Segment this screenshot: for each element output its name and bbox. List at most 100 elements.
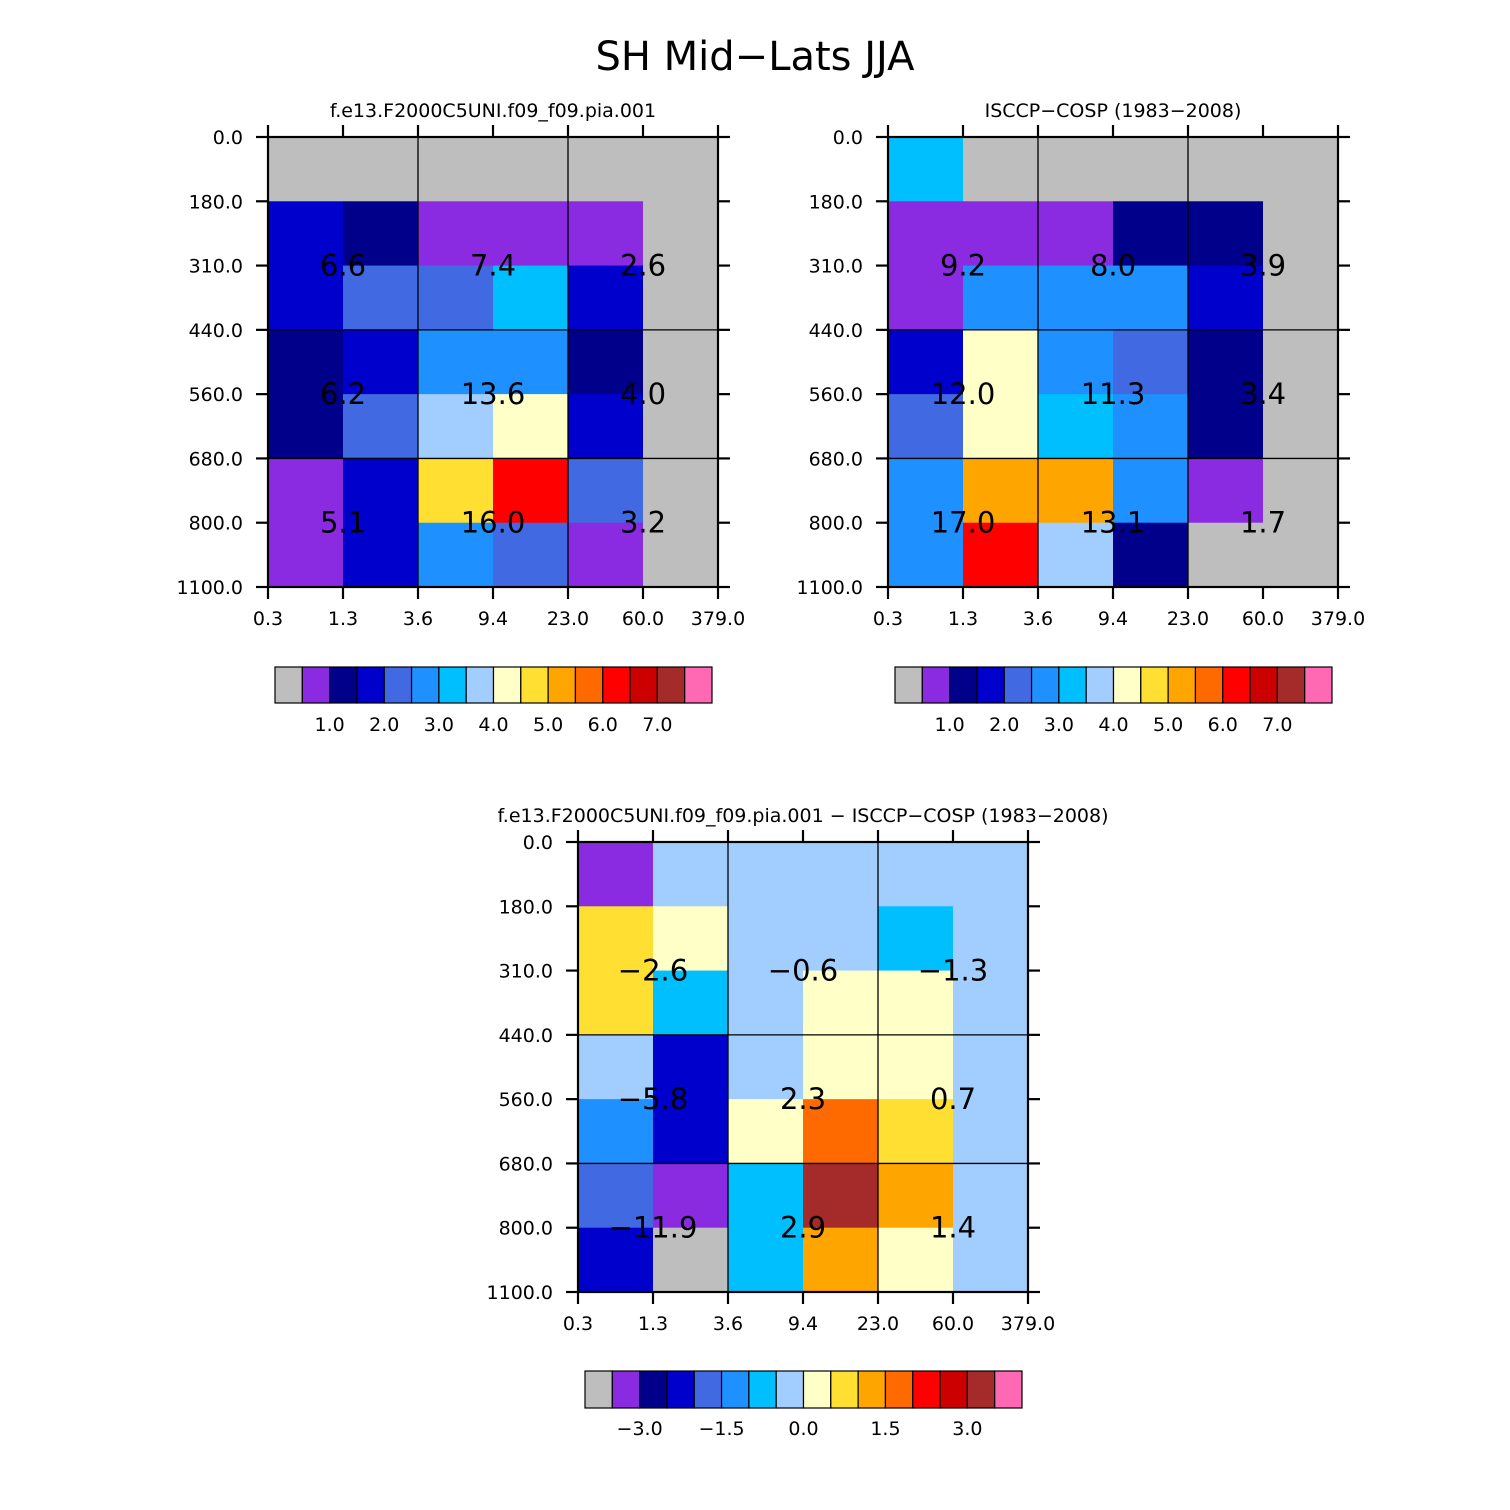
plot3-colorbar-label: −1.5 [698, 1418, 744, 1440]
plot1-colorbar-box [383, 666, 413, 704]
plot1-y-tick-label: 440.0 [189, 320, 243, 342]
plot2-colorbar-box [1085, 666, 1115, 704]
plot1-colorbar-box [520, 666, 549, 704]
plot2-cell-r5-c2 [1038, 458, 1114, 524]
plot1-cell-r2-c3 [493, 265, 569, 331]
plot2-block-value: 17.0 [931, 506, 996, 540]
plot2-x-tick-label: 9.4 [1098, 608, 1128, 630]
plot2-cell-r1-c4 [1188, 201, 1264, 267]
plot2-cell-r5-c5 [1263, 458, 1339, 524]
plot2-cell-r2-c3 [1113, 265, 1189, 331]
plot2-cell-r4-c1 [963, 394, 1039, 460]
plot1-cell-r6-c2 [418, 522, 494, 588]
plot3-colorbar-label: 1.5 [870, 1418, 900, 1440]
plot3-cell-r1-c2 [728, 906, 804, 972]
plot1-cell-r5-c3 [493, 458, 569, 524]
plot3-y-tick-label: 180.0 [499, 896, 553, 918]
plot1-cell-r3-c1 [343, 329, 419, 395]
plot2-x-tick-label: 60.0 [1242, 608, 1284, 630]
plot3-block-value: −5.8 [618, 1082, 688, 1116]
plot2-cell-r0-c4 [1188, 137, 1264, 202]
plot1-cell-r0-c1 [343, 137, 419, 202]
plot1-block-value: 2.6 [620, 249, 666, 283]
plot1-cell-r0-c2 [418, 137, 494, 202]
plot1-cell-r2-c2 [418, 265, 494, 331]
plot2-cell-r1-c0 [888, 201, 964, 267]
plot3-block-value: −2.6 [618, 954, 688, 988]
plot3-cell-r1-c5 [953, 906, 1029, 972]
plot3-colorbar-box [966, 1370, 996, 1409]
plot2-x-tick-label: 1.3 [948, 608, 978, 630]
plot3-cell-r4-c5 [953, 1099, 1029, 1165]
plot1-y-tick-label: 1100.0 [177, 577, 243, 599]
plot1-cell-r6-c3 [493, 522, 569, 588]
plot1-cell-r6-c5 [643, 522, 719, 588]
plot2-colorbar-label: 5.0 [1153, 714, 1183, 736]
plot1-colorbar-box [684, 666, 713, 704]
plot2-cell-r4-c4 [1188, 394, 1264, 460]
plot3-cell-r3-c2 [728, 1034, 804, 1100]
plot1-block-value: 3.2 [620, 506, 666, 540]
plot2-cell-r6-c2 [1038, 522, 1114, 588]
plot1-cell-r6-c0 [268, 522, 344, 588]
plot2-colorbar-label: 7.0 [1262, 714, 1292, 736]
plot1-colorbar-label: 2.0 [369, 714, 399, 736]
plot1-cell-r4-c0 [268, 394, 344, 460]
plot3-cell-r6-c5 [953, 1227, 1029, 1293]
plot1-cell-r6-c4 [568, 522, 644, 588]
plot2-block-value: 11.3 [1081, 377, 1146, 411]
plot1-cell-r4-c5 [643, 394, 719, 460]
plot2-colorbar-box [1030, 666, 1060, 704]
plot2-x-tick-label: 0.3 [873, 608, 903, 630]
plot1-cell-r2-c0 [268, 265, 344, 331]
plot2-y-tick-label: 440.0 [809, 320, 863, 342]
plot1-x-tick-label: 379.0 [691, 608, 745, 630]
plot3-x-tick-label: 60.0 [932, 1313, 974, 1335]
plot2-cell-r5-c0 [888, 458, 964, 524]
plot3-colorbar-box [748, 1370, 777, 1409]
plot2-cell-r4-c0 [888, 394, 964, 460]
plot2-cell-r3-c1 [963, 329, 1039, 395]
plot2-cell-r2-c2 [1038, 265, 1114, 331]
plot3-colorbar-box [884, 1370, 914, 1409]
plot2-cell-r3-c2 [1038, 329, 1114, 395]
plot2-cell-r1-c2 [1038, 201, 1114, 267]
plot3-cell-r3-c0 [578, 1034, 654, 1100]
plot1-x-tick-label: 23.0 [547, 608, 589, 630]
plot3-cell-r4-c0 [578, 1099, 654, 1165]
plot2-cell-r5-c1 [963, 458, 1039, 524]
plot2-x-tick-label: 379.0 [1311, 608, 1365, 630]
plot3-cell-r6-c1 [653, 1227, 729, 1293]
plot2-cell-r3-c0 [888, 329, 964, 395]
plot3-cell-r1-c4 [878, 906, 954, 972]
plot3-cell-r0-c0 [578, 842, 654, 907]
plot2-cell-r0-c5 [1263, 137, 1339, 202]
plot1-cell-r5-c1 [343, 458, 419, 524]
plot1-x-tick-label: 9.4 [478, 608, 508, 630]
plot2-colorbar-label: 4.0 [1098, 714, 1128, 736]
plot1-cell-r2-c4 [568, 265, 644, 331]
plot1-colorbar-label: 7.0 [642, 714, 672, 736]
plot3-cell-r2-c5 [953, 970, 1029, 1036]
plot1-cell-r1-c3 [493, 201, 569, 267]
plot2-cell-r6-c3 [1113, 522, 1189, 588]
plot1-colorbar-box [629, 666, 658, 704]
plot3-colorbar-box [994, 1370, 1023, 1409]
plot1-colorbar-label: 3.0 [424, 714, 454, 736]
plot1-colorbar-box [356, 666, 385, 704]
plot3-cell-r1-c0 [578, 906, 654, 972]
plot1-cell-r0-c4 [568, 137, 644, 202]
plot2-x-tick-label: 3.6 [1023, 608, 1053, 630]
plot3-colorbar-box [720, 1370, 750, 1409]
plot3-colorbar-box [830, 1370, 859, 1409]
plot2-colorbar-label: 2.0 [989, 714, 1019, 736]
plot1-colorbar-box [602, 666, 631, 704]
plot1-cell-r3-c2 [418, 329, 494, 395]
plot2-cell-r1-c5 [1263, 201, 1339, 267]
plot1-cell-r1-c1 [343, 201, 419, 267]
plot2-colorbar-box [949, 666, 978, 704]
plot3-cell-r4-c1 [653, 1099, 729, 1165]
plot2-cell-r0-c1 [963, 137, 1039, 202]
plot1-cell-r0-c5 [643, 137, 719, 202]
plot1-y-tick-label: 180.0 [189, 191, 243, 213]
